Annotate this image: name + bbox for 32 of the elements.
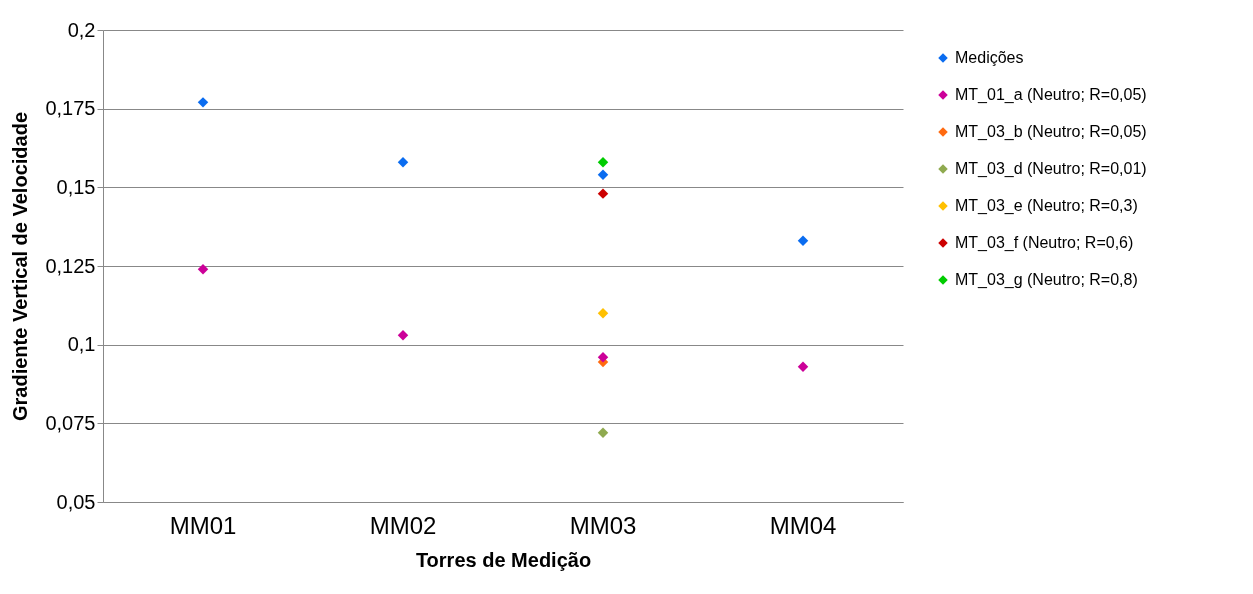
y-tick-label: 0,15	[56, 175, 96, 198]
y-axis-title: Gradiente Vertical de Velocidade	[9, 111, 32, 422]
legend-label: MT_03_b (Neutro; R=0,05)	[955, 123, 1147, 141]
y-tick-label: 0,1	[67, 333, 96, 356]
point	[397, 329, 409, 341]
y-tick-label: 0,05	[56, 490, 96, 513]
point	[597, 188, 609, 199]
x-tick-label: MM01	[169, 511, 237, 539]
y-tick-label: 0,125	[45, 254, 96, 277]
point	[597, 352, 609, 363]
legend-label: MT_03_e (Neutro; R=0,3)	[955, 197, 1138, 215]
point	[597, 427, 609, 439]
y-tick-label: 0,2	[67, 18, 96, 41]
y-tick-label: 0,075	[45, 411, 96, 434]
point	[197, 97, 209, 108]
point	[797, 235, 809, 247]
point	[197, 263, 209, 275]
y-tick-label: 0,175	[45, 97, 96, 120]
x-tick-label: MM02	[369, 511, 437, 539]
legend-label: MT_03_f (Neutro; R=0,6)	[955, 234, 1134, 252]
point	[797, 361, 809, 372]
legend-label: MT_01_a (Neutro; R=0,05)	[955, 86, 1147, 104]
legend-label: MT_03_d (Neutro; R=0,01)	[955, 160, 1147, 178]
legend-label: MT_03_g (Neutro; R=0,8)	[955, 271, 1138, 289]
x-axis-title: Torres de Medição	[415, 548, 592, 571]
point	[597, 307, 609, 319]
point	[597, 169, 609, 180]
point	[597, 156, 609, 168]
x-tick-label: MM04	[769, 511, 837, 539]
point	[397, 156, 409, 168]
x-tick-label: MM03	[569, 511, 637, 539]
legend-label: Medições	[955, 49, 1024, 66]
